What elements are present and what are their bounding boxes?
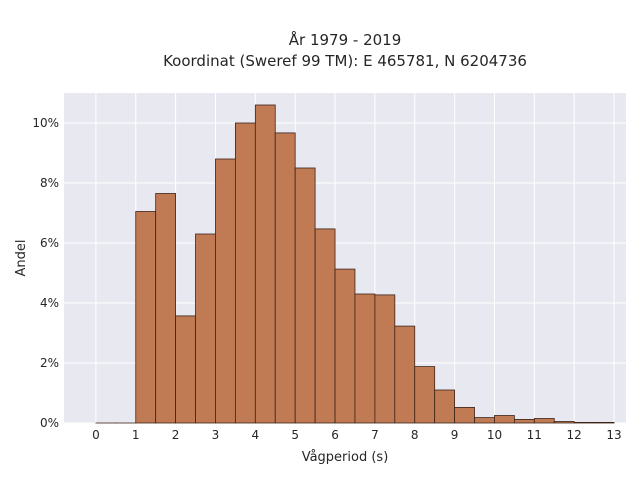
histogram-bar (553, 421, 575, 424)
x-tick-label: 5 (291, 428, 299, 442)
histogram-bar (494, 415, 515, 424)
bars (95, 104, 615, 424)
x-tick-label: 6 (331, 428, 339, 442)
histogram-bar (274, 132, 296, 424)
x-tick-label: 0 (92, 428, 100, 442)
x-tick-label: 1 (132, 428, 140, 442)
chart-subtitle: Koordinat (Sweref 99 TM): E 465781, N 62… (163, 52, 527, 70)
y-tick-label: 6% (40, 236, 59, 250)
x-tick-label: 10 (487, 428, 502, 442)
histogram-bar (314, 228, 336, 424)
histogram-bar (234, 122, 256, 424)
histogram-bar (215, 158, 236, 424)
histogram-bar (334, 268, 356, 424)
histogram-bar (135, 211, 157, 424)
histogram-bar (454, 406, 475, 424)
y-axis-ticks: 0% 2% 4% 6% 8% 10% (32, 116, 59, 430)
histogram-bar (155, 193, 177, 424)
histogram-bar (294, 167, 316, 424)
x-tick-label: 11 (527, 428, 542, 442)
histogram-bar (533, 418, 555, 424)
x-tick-label: 7 (371, 428, 379, 442)
histogram-bar (394, 325, 416, 424)
histogram-bar (573, 421, 595, 424)
x-tick-label: 13 (606, 428, 621, 442)
histogram-bar (254, 104, 276, 424)
x-tick-label: 8 (411, 428, 419, 442)
y-axis-label: Andel (14, 240, 29, 277)
histogram-bar (414, 366, 436, 424)
histogram-bar (374, 294, 396, 424)
y-tick-label: 8% (40, 176, 59, 190)
x-axis-label: Vågperiod (s) (302, 450, 389, 465)
y-tick-label: 10% (32, 116, 59, 130)
histogram-bar (593, 421, 615, 424)
histogram-bar (434, 389, 456, 424)
x-tick-label: 2 (172, 428, 180, 442)
histogram-bar (513, 418, 535, 424)
y-tick-label: 0% (40, 416, 59, 430)
histogram-bar (175, 315, 196, 424)
x-tick-label: 4 (251, 428, 259, 442)
histogram-bar (474, 417, 495, 424)
x-tick-label: 12 (567, 428, 582, 442)
histogram-bar (195, 233, 216, 424)
x-tick-label: 3 (212, 428, 220, 442)
histogram-bar (354, 293, 376, 424)
y-tick-label: 2% (40, 356, 59, 370)
x-tick-label: 9 (451, 428, 459, 442)
chart-title: År 1979 - 2019 (289, 30, 402, 49)
x-axis-ticks: 0 1 2 3 4 5 6 7 8 9 10 11 12 13 (92, 428, 622, 442)
y-tick-label: 4% (40, 296, 59, 310)
